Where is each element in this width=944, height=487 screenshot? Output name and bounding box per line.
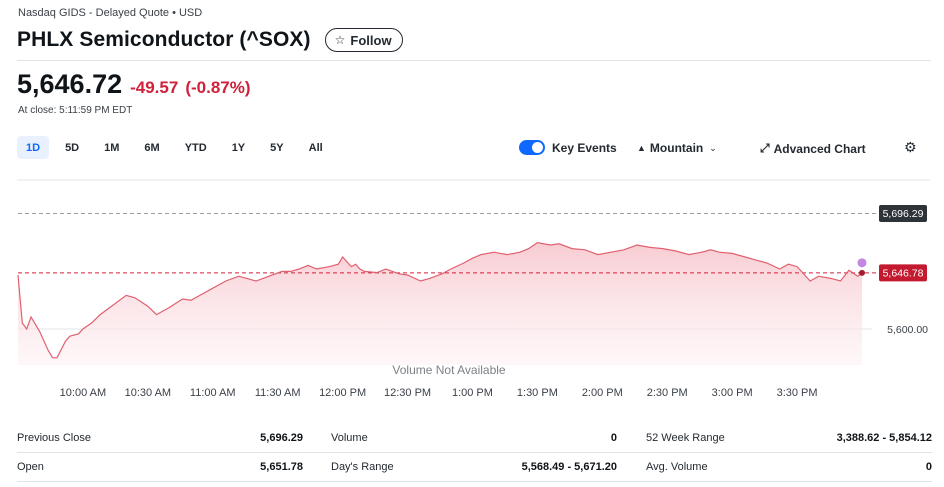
x-tick-label: 1:30 PM xyxy=(517,387,558,399)
follow-label: Follow xyxy=(350,32,392,48)
last-price-badge-label: 5,646.78 xyxy=(883,267,924,279)
days-range-value: 5,568.49 - 5,671.20 xyxy=(521,461,617,473)
range-1m[interactable]: 1M xyxy=(104,141,120,154)
header-divider xyxy=(17,60,931,61)
open-value: 5,651.78 xyxy=(260,461,303,473)
previous-close-badge: 5,696.29 xyxy=(879,204,927,222)
x-tick-label: 2:00 PM xyxy=(582,387,623,399)
x-tick-label: 12:30 PM xyxy=(384,387,431,399)
x-tick-label: 3:00 PM xyxy=(712,387,753,399)
open-label: Open xyxy=(17,461,44,473)
last-price: 5,646.72 xyxy=(17,69,123,99)
range-6m[interactable]: 6M xyxy=(144,141,160,154)
price-line xyxy=(17,241,863,359)
price-row: 5,646.72 -49.57 (-0.87%) xyxy=(17,69,251,100)
x-tick-label: 10:00 AM xyxy=(60,387,106,399)
range-all[interactable]: All xyxy=(308,141,323,154)
price-change: -49.57 xyxy=(130,78,179,97)
range-selector: 1D 5D 1M 6M YTD 1Y 5Y All xyxy=(17,136,339,159)
last-price-dot xyxy=(859,269,865,276)
x-tick-label: 11:00 AM xyxy=(190,387,236,399)
advanced-chart-label: Advanced Chart xyxy=(773,141,866,156)
volume-value: 0 xyxy=(610,432,617,444)
range-1d[interactable]: 1D xyxy=(17,136,50,159)
mountain-icon: ▲ xyxy=(637,143,646,153)
previous-close-badge-label: 5,696.29 xyxy=(883,208,924,220)
expand-icon: ⤢ xyxy=(760,141,770,155)
week52-range-value: 3,388.62 - 5,854.12 xyxy=(836,432,932,444)
volume-note: Volume Not Available xyxy=(392,363,506,377)
page-title: PHLX Semiconductor (^SOX) xyxy=(17,28,311,51)
range-1y[interactable]: 1Y xyxy=(231,141,246,154)
avg-volume-label: Avg. Volume xyxy=(646,461,708,473)
days-range-label: Day's Range xyxy=(331,461,394,473)
x-tick-label: 12:00 PM xyxy=(319,387,366,399)
title-row: PHLX Semiconductor (^SOX) ☆ Follow xyxy=(17,28,403,52)
y-tick-label: 5,600.00 xyxy=(887,324,928,336)
price-chart[interactable]: Volume Not Available 10:00 AM 10:30 AM 11:… xyxy=(0,170,944,410)
range-5d[interactable]: 5D xyxy=(65,141,80,154)
x-tick-label: 1:00 PM xyxy=(452,387,493,399)
stats-row: Previous Close 5,696.29 Volume 0 52 Week… xyxy=(17,424,932,453)
chart-controls: Key Events ▲ Mountain ⌄ ⤢ Advanced Chart… xyxy=(519,137,944,159)
chart-type-label: Mountain xyxy=(649,141,704,155)
last-price-badge: 5,646.78 xyxy=(879,264,927,282)
chevron-down-icon: ⌄ xyxy=(709,142,717,153)
key-events-toggle[interactable] xyxy=(519,140,545,155)
range-5y[interactable]: 5Y xyxy=(270,141,284,154)
gear-icon[interactable]: ⚙ xyxy=(904,139,917,155)
volume-label: Volume xyxy=(331,432,368,444)
key-events-label: Key Events xyxy=(552,141,617,155)
avg-volume-value: 0 xyxy=(925,461,932,473)
advanced-chart-button[interactable]: ⤢ Advanced Chart xyxy=(760,141,866,156)
chart-type-dropdown[interactable]: ▲ Mountain ⌄ xyxy=(637,141,717,155)
close-time: At close: 5:11:59 PM EDT xyxy=(18,105,133,116)
range-ytd[interactable]: YTD xyxy=(184,141,207,154)
x-tick-label: 3:30 PM xyxy=(777,387,818,399)
star-icon: ☆ xyxy=(334,33,346,47)
quote-source: Nasdaq GIDS - Delayed Quote • USD xyxy=(18,7,203,19)
stats-row: Open 5,651.78 Day's Range 5,568.49 - 5,6… xyxy=(17,453,932,482)
follow-button[interactable]: ☆ Follow xyxy=(324,28,403,52)
quote-statistics: Previous Close 5,696.29 Volume 0 52 Week… xyxy=(17,424,932,482)
x-tick-label: 2:30 PM xyxy=(647,387,688,399)
previous-close-value: 5,696.29 xyxy=(260,432,303,444)
price-change-percent: (-0.87%) xyxy=(185,78,251,97)
x-tick-label: 10:30 AM xyxy=(125,387,171,399)
week52-range-label: 52 Week Range xyxy=(646,432,725,444)
x-tick-label: 11:30 AM xyxy=(255,387,301,399)
previous-close-label: Previous Close xyxy=(17,432,91,444)
key-event-marker[interactable] xyxy=(857,258,867,268)
